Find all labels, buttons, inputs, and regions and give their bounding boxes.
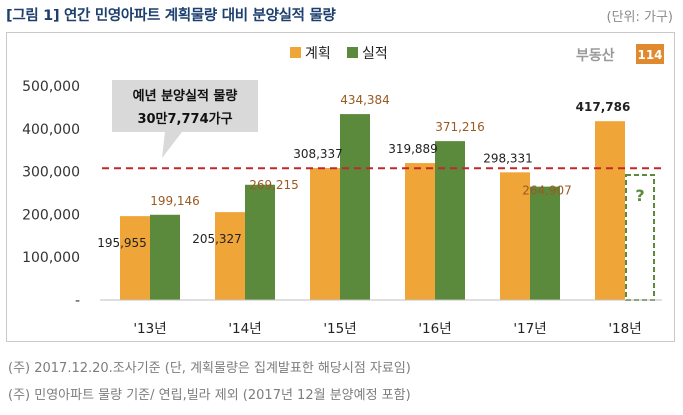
logo-text: 부동산 xyxy=(576,47,615,64)
y-tick-label: 300,000 xyxy=(22,165,80,181)
legend-swatch-plan xyxy=(290,47,301,58)
footnote-2: (주) 민영아파트 물량 기준/ 연립,빌라 제외 (2017년 12월 분양예… xyxy=(8,388,411,403)
plan-value-label: 205,327 xyxy=(192,232,242,246)
actual-bar xyxy=(245,184,275,300)
actual-value-label: 199,146 xyxy=(150,194,200,208)
x-tick-label: '16년 xyxy=(418,321,451,337)
unit-label: (단위: 가구) xyxy=(606,10,674,25)
x-tick-label: '14년 xyxy=(228,321,261,337)
actual-value-label: 434,384 xyxy=(340,93,390,107)
plan-bar xyxy=(215,212,245,300)
actual-bar xyxy=(150,214,180,300)
actual-bar xyxy=(530,186,560,300)
plan-value-label: 308,337 xyxy=(293,147,343,161)
plan-bar xyxy=(500,172,530,300)
plan-value-label: 298,331 xyxy=(483,151,533,165)
y-tick-label: 400,000 xyxy=(22,122,80,138)
plan-value-label: 417,786 xyxy=(576,100,631,114)
y-tick-label: 500,000 xyxy=(22,79,80,95)
legend-label-plan: 계획 xyxy=(305,46,331,62)
plan-value-label: 195,955 xyxy=(97,236,147,250)
chart-title: [그림 1] 연간 민영아파트 계획물량 대비 분양실적 물량 xyxy=(6,8,336,24)
logo-badge xyxy=(636,44,664,64)
actual-value-label: 264,907 xyxy=(522,184,572,198)
legend-swatch-actual xyxy=(347,47,358,58)
actual-bar xyxy=(435,141,465,300)
plan-bar xyxy=(405,163,435,300)
x-tick-label: '18년 xyxy=(608,321,641,337)
plan-bar xyxy=(310,168,340,300)
legend-label-actual: 실적 xyxy=(362,46,388,62)
actual-bar xyxy=(340,114,370,300)
callout-line-1: 예년 분양실적 물량 xyxy=(133,88,238,104)
actual-value-label: 371,216 xyxy=(435,120,485,134)
x-tick-label: '13년 xyxy=(133,321,166,337)
x-tick-label: '15년 xyxy=(323,321,356,337)
unknown-mark: ? xyxy=(635,186,644,205)
logo-badge-text: 114 xyxy=(637,48,662,62)
callout-box xyxy=(112,80,258,158)
chart-frame xyxy=(6,32,675,342)
x-tick-label: '17년 xyxy=(513,321,546,337)
plan-value-label: 319,889 xyxy=(388,142,438,156)
actual-value-label: 269,215 xyxy=(249,178,299,192)
callout-line-2: 30만7,774가구 xyxy=(137,111,232,127)
footnote-1: (주) 2017.12.20.조사기준 (단, 계획물량은 집계발표한 해당시점… xyxy=(8,361,411,376)
plan-bar xyxy=(595,121,625,300)
y-tick-label: 100,000 xyxy=(22,250,80,266)
y-tick-label: - xyxy=(75,293,80,309)
y-tick-label: 200,000 xyxy=(22,207,80,223)
actual-placeholder-bar xyxy=(625,174,655,301)
plan-bar xyxy=(120,216,150,300)
